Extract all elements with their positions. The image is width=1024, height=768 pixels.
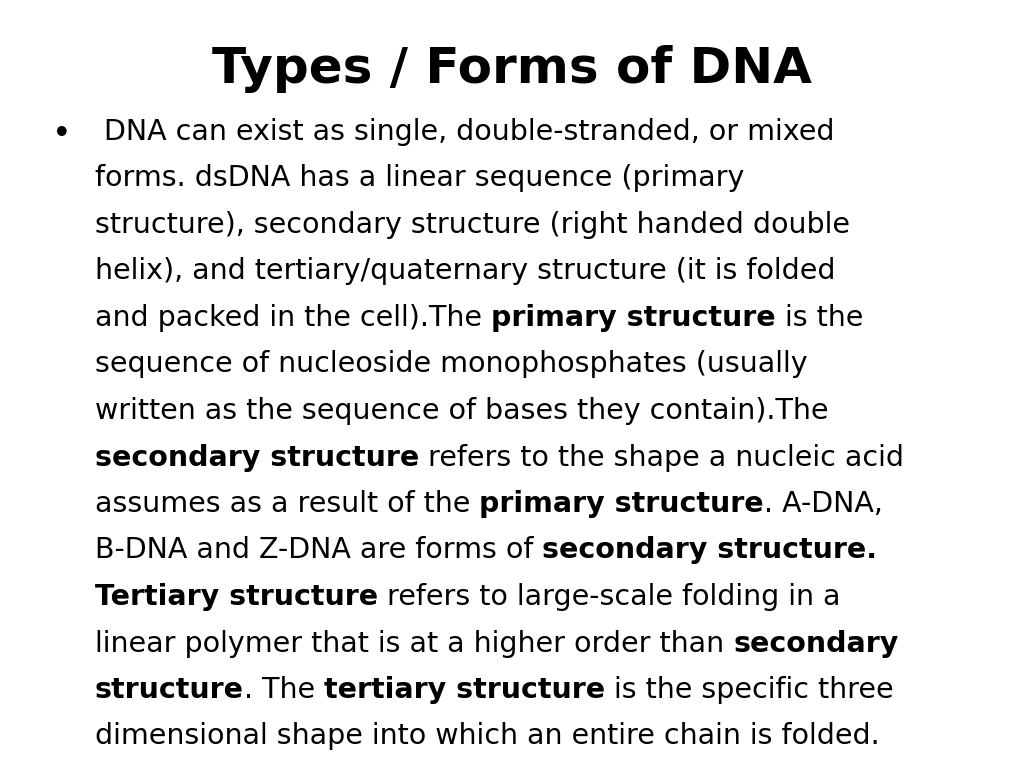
Text: •: • <box>52 118 72 151</box>
Text: dimensional shape into which an entire chain is folded.: dimensional shape into which an entire c… <box>95 723 880 750</box>
Text: Tertiary structure: Tertiary structure <box>95 583 378 611</box>
Text: secondary structure: secondary structure <box>95 443 419 472</box>
Text: DNA can exist as single, double-stranded, or mixed: DNA can exist as single, double-stranded… <box>95 118 835 146</box>
Text: sequence of nucleoside monophosphates (usually: sequence of nucleoside monophosphates (u… <box>95 350 808 379</box>
Text: helix), and tertiary/quaternary structure (it is folded: helix), and tertiary/quaternary structur… <box>95 257 836 286</box>
Text: Types / Forms of DNA: Types / Forms of DNA <box>212 45 812 93</box>
Text: primary structure: primary structure <box>479 490 764 518</box>
Text: primary structure: primary structure <box>490 304 775 332</box>
Text: . A-DNA,: . A-DNA, <box>764 490 883 518</box>
Text: secondary: secondary <box>733 630 898 657</box>
Text: is the specific three: is the specific three <box>605 676 894 704</box>
Text: structure), secondary structure (right handed double: structure), secondary structure (right h… <box>95 211 850 239</box>
Text: . The: . The <box>244 676 325 704</box>
Text: refers to large-scale folding in a: refers to large-scale folding in a <box>378 583 841 611</box>
Text: tertiary structure: tertiary structure <box>325 676 605 704</box>
Text: assumes as a result of the: assumes as a result of the <box>95 490 479 518</box>
Text: linear polymer that is at a higher order than: linear polymer that is at a higher order… <box>95 630 733 657</box>
Text: written as the sequence of bases they contain).The: written as the sequence of bases they co… <box>95 397 828 425</box>
Text: and packed in the cell).The: and packed in the cell).The <box>95 304 490 332</box>
Text: forms. dsDNA has a linear sequence (primary: forms. dsDNA has a linear sequence (prim… <box>95 164 744 193</box>
Text: B-DNA and Z-DNA are forms of: B-DNA and Z-DNA are forms of <box>95 537 543 564</box>
Text: secondary structure.: secondary structure. <box>543 537 878 564</box>
Text: is the: is the <box>775 304 863 332</box>
Text: structure: structure <box>95 676 244 704</box>
Text: refers to the shape a nucleic acid: refers to the shape a nucleic acid <box>419 443 904 472</box>
